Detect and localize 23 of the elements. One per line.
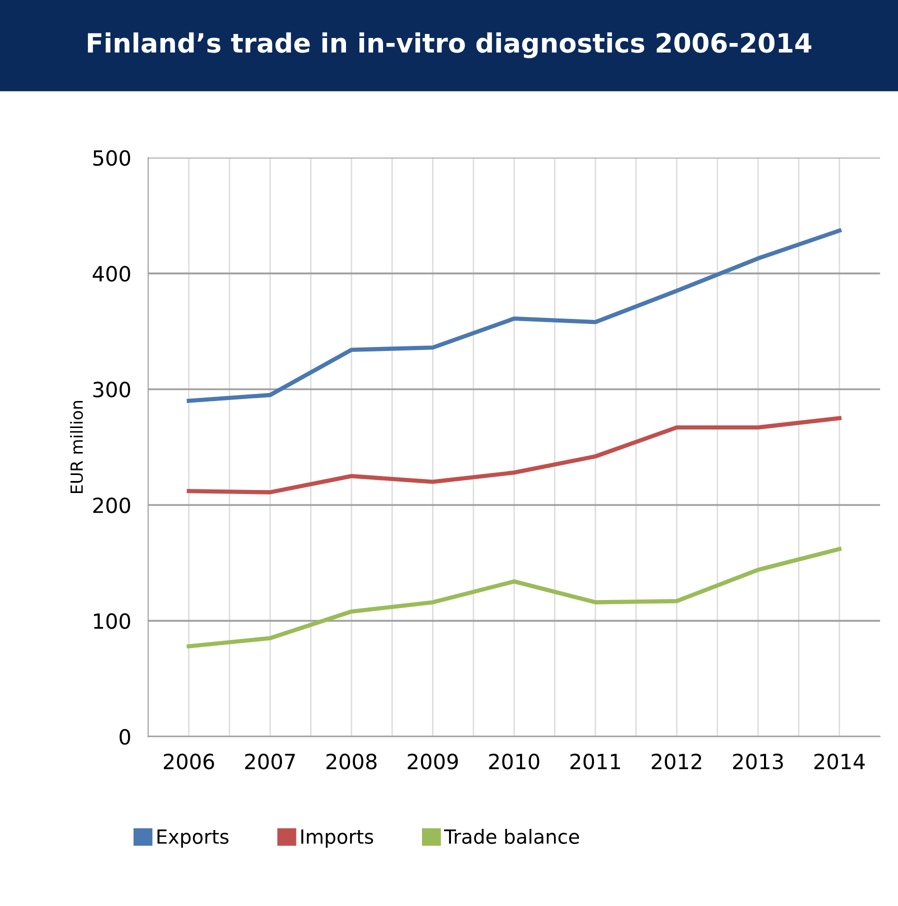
y-axis-title: EUR million: [70, 400, 83, 494]
chart-title: Finland’s trade in in-vitro diagnostics 2006-2014: [88, 32, 812, 58]
y-tick-label: 500: [93, 150, 130, 166]
x-tick-label: 2009: [408, 754, 458, 770]
line-series: [186, 416, 842, 494]
y-tick-label: 400: [92, 266, 130, 282]
y-tick-label: 0: [120, 729, 130, 745]
x-tick-label: 2013: [733, 754, 783, 770]
x-tick-label: 2007: [245, 754, 295, 770]
x-tick-label: 2006: [164, 754, 214, 770]
x-tick-label: 2012: [652, 754, 702, 770]
y-tick-label: 200: [93, 497, 130, 514]
legend-label: Imports: [301, 830, 374, 848]
legend-label: Exports: [158, 830, 228, 848]
line-series: [186, 546, 842, 648]
legend-label: Trade balance: [444, 828, 579, 844]
x-tick-label: 2010: [489, 754, 540, 770]
x-tick-label: 2011: [570, 754, 620, 770]
x-tick-label: 2008: [326, 754, 377, 770]
y-tick-label: 100: [94, 613, 130, 629]
x-tick-label: 2014: [814, 754, 865, 770]
line-series: [186, 228, 842, 403]
y-tick-label: 300: [93, 382, 130, 398]
